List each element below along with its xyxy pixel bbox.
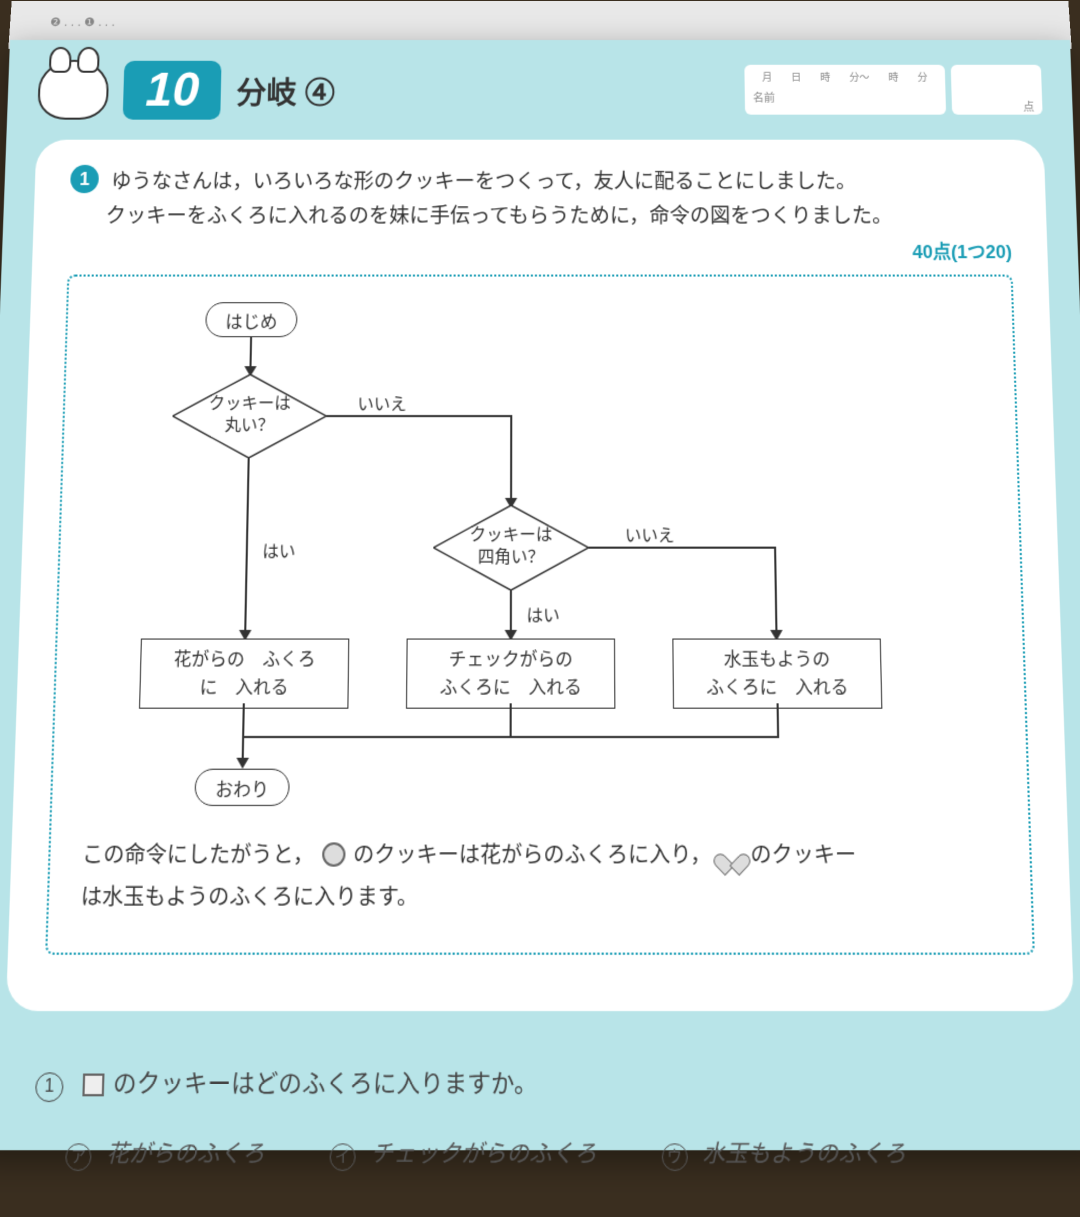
flowchart-container: はじめ クッキーは丸い？ はい いいえ	[45, 275, 1035, 955]
fc-label-d1-yes: はい	[262, 537, 296, 562]
problem-text-line-1: ゆうなさんは，いろいろな形のクッキーをつくって，友人に配ることにしました。	[111, 171, 857, 193]
heart-shape-icon	[719, 845, 743, 867]
mascot-character-icon	[37, 60, 109, 120]
question-number: 1	[35, 1072, 64, 1102]
problem-text-line-2: クッキーをふくろに入れるのを妹に手伝ってもらうために，命令の図をつくりました。	[105, 205, 892, 227]
choice-c: ウ 水玉もようのふくろ	[661, 1129, 906, 1182]
min1-label: 分～	[849, 69, 869, 84]
explain-part-1: この命令にしたがうと，	[82, 843, 314, 867]
fc-decision-2: クッキーは四角い？	[433, 505, 589, 590]
fc-edge	[510, 415, 512, 501]
fc-edge	[242, 703, 245, 763]
choice-mark-a: ア	[65, 1143, 92, 1171]
page-header: 10 分岐 ④ 月 日 時 分～ 時 分 名前 点	[7, 40, 1074, 130]
fc-decision-2-label: クッキーは四角い？	[433, 505, 589, 590]
points-label: 40点(1つ20)	[68, 238, 1013, 265]
fc-arrowhead-icon	[236, 758, 249, 769]
question-text: のクッキーはどのふくろに入りますか。	[113, 1069, 538, 1098]
name-label: 名前	[753, 90, 938, 106]
day-label: 日	[791, 69, 801, 84]
workbook-page: 10 分岐 ④ 月 日 時 分～ 時 分 名前 点 1 ゆうなさんは，いろいろな	[0, 40, 1080, 1150]
choice-b: イ チェックがらのふくろ	[329, 1129, 597, 1182]
prev-page-text: ❷ . . . ❶ . . .	[50, 15, 116, 29]
problem-statement: 1 ゆうなさんは，いろいろな形のクッキーをつくって，友人に配ることにしました。 …	[69, 165, 1012, 234]
min2-label: 分	[917, 69, 927, 84]
explain-line-2: は水玉もようのふくろに入ります。	[81, 886, 419, 910]
score-label: 点	[960, 99, 1035, 115]
fc-edge	[244, 458, 250, 633]
fc-process-2: チェックがらのふくろに 入れる	[406, 639, 615, 709]
fc-start-node: はじめ	[205, 302, 297, 337]
choice-mark-c: ウ	[661, 1143, 687, 1171]
square-shape-icon	[83, 1074, 105, 1097]
fc-process-1: 花がらの ふくろに 入れる	[139, 639, 349, 709]
fc-label-d2-no: いいえ	[625, 521, 675, 546]
question-section: 1 のクッキーはどのふくろに入りますか。 ア 花がらのふくろ イ チェックがらの…	[0, 1022, 1080, 1216]
fc-edge	[326, 415, 511, 417]
fc-label-d2-yes: はい	[526, 601, 559, 627]
fc-decision-1: クッキーは丸い？	[171, 374, 327, 457]
lesson-number-badge: 10	[123, 60, 222, 119]
problem-number-badge: 1	[70, 165, 99, 193]
explain-part-2: のクッキーは花がらのふくろに入り，	[353, 843, 711, 867]
fc-edge	[249, 337, 252, 368]
answer-choices: ア 花がらのふくろ イ チェックがらのふくろ ウ 水玉もようのふくろ	[65, 1129, 1048, 1182]
hour2-label: 時	[888, 69, 898, 84]
question-line: 1 のクッキーはどのふくろに入りますか。	[35, 1056, 1046, 1111]
content-frame: 1 ゆうなさんは，いろいろな形のクッキーをつくって，友人に配ることにしました。 …	[6, 140, 1074, 1011]
score-box: 点	[951, 65, 1043, 115]
flowchart-explanation: この命令にしたがうと， のクッキーは花がらのふくろに入り， のクッキー は水玉も…	[80, 835, 999, 919]
fc-label-d1-no: いいえ	[357, 390, 407, 415]
fc-decision-1-label: クッキーは丸い？	[171, 374, 327, 457]
fc-edge	[774, 547, 777, 634]
month-label: 月	[762, 69, 772, 84]
circle-shape-icon	[322, 842, 346, 866]
choice-a-text: 花がらのふくろ	[106, 1141, 265, 1167]
fc-process-3: 水玉もようのふくろに 入れる	[672, 639, 882, 709]
fc-edge	[510, 703, 512, 736]
hour1-label: 時	[820, 69, 830, 84]
fc-end-node: おわり	[194, 769, 289, 806]
choice-a: ア 花がらのふくろ	[65, 1129, 266, 1182]
flowchart: はじめ クッキーは丸い？ はい いいえ	[83, 302, 996, 812]
choice-b-text: チェックがらのふくろ	[370, 1141, 597, 1167]
fc-edge	[510, 590, 512, 633]
explain-part-3: のクッキー	[750, 843, 856, 867]
lesson-title: 分岐 ④	[236, 68, 335, 112]
fc-edge	[589, 547, 775, 549]
choice-mark-b: イ	[329, 1143, 355, 1171]
fc-edge	[242, 736, 779, 738]
header-info-boxes: 月 日 時 分～ 時 分 名前 点	[744, 65, 1042, 115]
choice-c-text: 水玉もようのふくろ	[702, 1141, 906, 1167]
date-name-box: 月 日 時 分～ 時 分 名前	[744, 65, 946, 115]
